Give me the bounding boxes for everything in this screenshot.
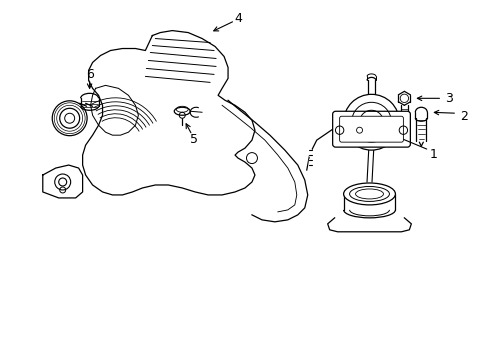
Text: 1: 1 (428, 148, 436, 161)
Text: 3: 3 (445, 92, 452, 105)
Text: 6: 6 (85, 68, 93, 81)
Text: 5: 5 (190, 132, 198, 146)
Circle shape (179, 112, 185, 118)
FancyBboxPatch shape (339, 116, 403, 142)
Ellipse shape (343, 183, 395, 205)
Text: 4: 4 (234, 12, 242, 25)
Text: 2: 2 (459, 110, 467, 123)
Circle shape (343, 94, 399, 150)
FancyBboxPatch shape (332, 111, 409, 147)
